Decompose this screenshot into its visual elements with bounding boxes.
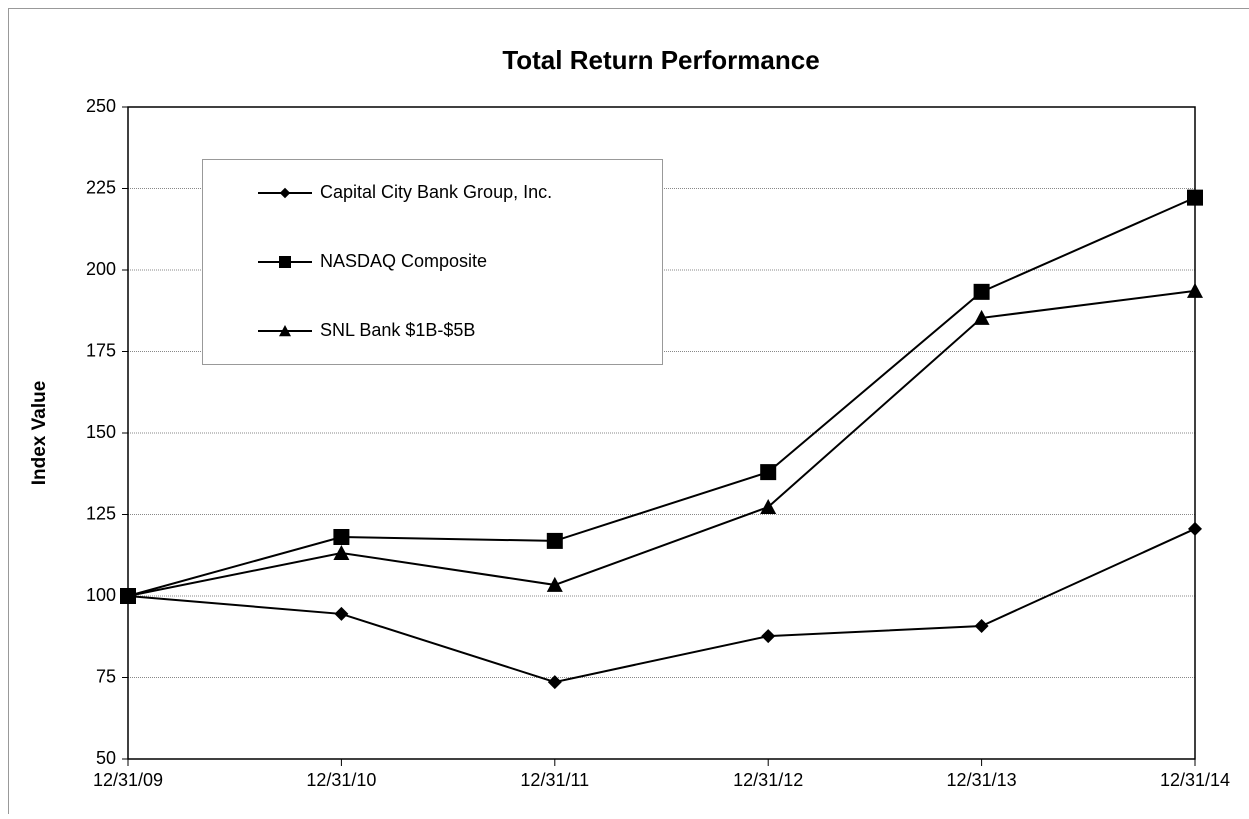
y-tick-label: 100 [86,585,116,605]
y-tick-label: 200 [86,259,116,279]
legend-label: Capital City Bank Group, Inc. [320,182,552,202]
legend-label: NASDAQ Composite [320,251,487,271]
data-point [334,607,348,621]
data-point [1187,283,1203,298]
data-point [1188,522,1202,536]
data-point [761,629,775,643]
y-tick-label: 250 [86,96,116,116]
data-point [333,545,349,560]
data-point [760,464,776,480]
x-tick-label: 12/31/11 [520,770,589,790]
data-point [975,619,989,633]
y-tick-label: 150 [86,422,116,442]
legend-marker [279,256,291,268]
y-tick-label: 175 [86,340,116,360]
data-point [1187,190,1203,206]
x-tick-label: 12/31/13 [947,770,1017,790]
data-point [548,675,562,689]
x-tick-label: 12/31/09 [93,770,163,790]
data-point [974,284,990,300]
legend-label: SNL Bank $1B-$5B [320,320,475,340]
x-tick-label: 12/31/12 [733,770,803,790]
x-tick-label: 12/31/10 [306,770,376,790]
chart-title: Total Return Performance [502,45,819,75]
y-tick-label: 75 [96,666,116,686]
y-tick-label: 125 [86,503,116,523]
x-tick-label: 12/31/14 [1160,770,1230,790]
y-tick-label: 225 [86,177,116,197]
data-point [547,533,563,549]
chart-border [9,9,1249,815]
y-tick-label: 50 [96,748,116,768]
y-axis-label: Index Value [29,381,50,486]
data-point [333,529,349,545]
